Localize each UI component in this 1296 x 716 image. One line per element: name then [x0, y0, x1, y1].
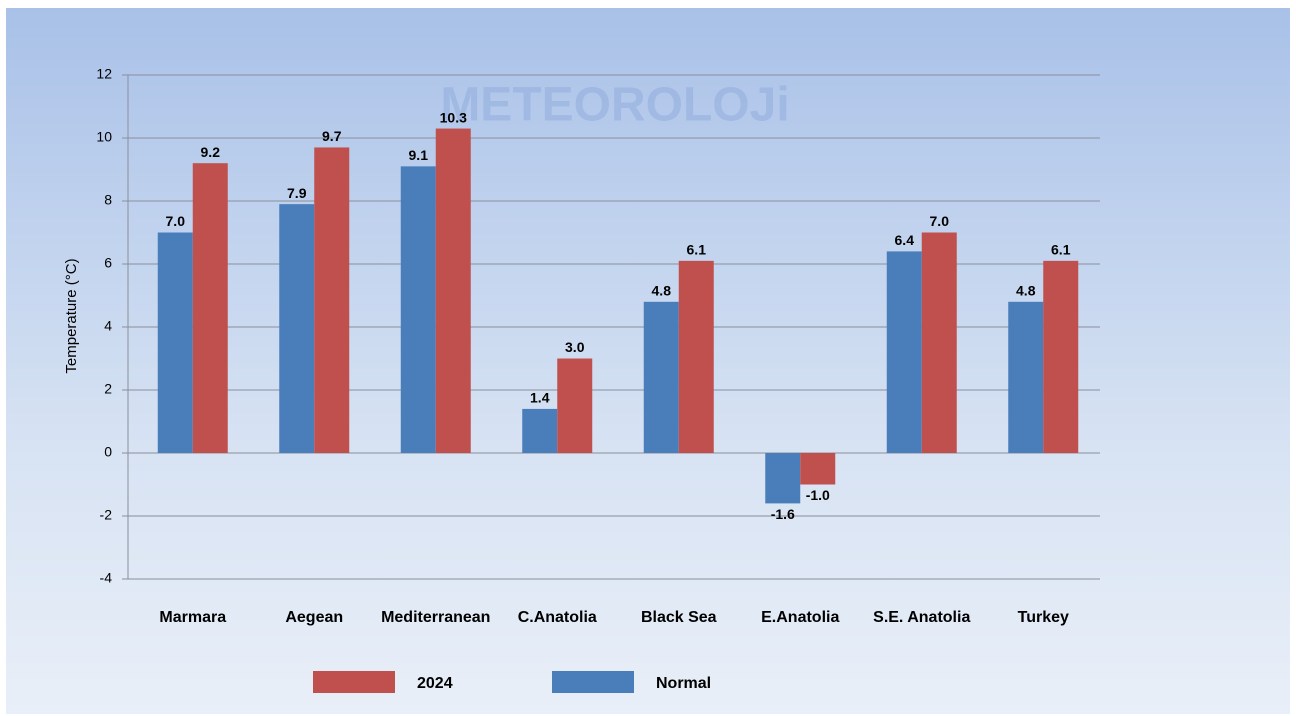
bar: [643, 301, 679, 453]
y-tick-label: -4: [100, 570, 113, 586]
y-tick-label: 6: [104, 255, 112, 271]
y-axis-label: Temperature (°C): [63, 258, 80, 373]
bar: [921, 232, 957, 453]
data-label: 10.3: [440, 109, 467, 125]
bar: [157, 232, 193, 453]
bar: [279, 204, 315, 453]
data-label: 7.9: [287, 185, 307, 201]
bar: [1008, 301, 1044, 453]
data-label: 4.8: [652, 283, 672, 299]
bar: [435, 128, 471, 454]
data-label: 6.1: [1051, 242, 1071, 258]
bar: [800, 453, 836, 485]
watermark: METEOROLOJi: [440, 79, 789, 132]
data-label: -1.0: [806, 487, 830, 503]
data-label: 9.1: [409, 147, 429, 163]
y-tick-label: 0: [104, 444, 112, 460]
data-label: 7.0: [930, 213, 950, 229]
data-label: 1.4: [530, 390, 550, 406]
legend-swatch: [313, 671, 395, 693]
y-tick-label: 12: [96, 66, 112, 82]
bar: [522, 408, 558, 453]
bar: [765, 453, 801, 504]
x-tick-label: Marmara: [159, 609, 226, 626]
y-tick-label: -2: [100, 507, 113, 523]
x-tick-label: Turkey: [1018, 609, 1069, 626]
data-label: 3.0: [565, 339, 585, 355]
y-tick-label: 2: [104, 381, 112, 397]
bar: [557, 358, 593, 453]
y-tick-label: 8: [104, 192, 112, 208]
legend-label: 2024: [417, 675, 453, 692]
bar: [1043, 260, 1079, 453]
data-label: 7.0: [166, 213, 186, 229]
data-label: 9.7: [322, 128, 342, 144]
x-tick-label: C.Anatolia: [518, 609, 597, 626]
data-label: 4.8: [1016, 283, 1036, 299]
x-tick-label: Aegean: [285, 609, 343, 626]
bar: [192, 163, 228, 453]
data-label: 9.2: [201, 144, 221, 160]
data-label: -1.6: [771, 506, 795, 522]
bar: [886, 251, 922, 453]
legend-swatch: [552, 671, 634, 693]
bar: [678, 260, 714, 453]
x-tick-label: Mediterranean: [381, 609, 490, 626]
x-tick-label: S.E. Anatolia: [873, 609, 970, 626]
data-label: 6.4: [895, 232, 915, 248]
y-tick-label: 4: [104, 318, 112, 334]
bar: [314, 147, 350, 453]
x-tick-label: Black Sea: [641, 609, 717, 626]
bar: [400, 166, 436, 453]
x-tick-label: E.Anatolia: [761, 609, 839, 626]
y-tick-label: 10: [96, 129, 112, 145]
data-label: 6.1: [687, 242, 707, 258]
legend-label: Normal: [656, 675, 711, 692]
